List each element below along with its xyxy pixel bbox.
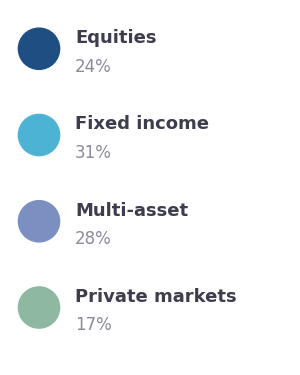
Ellipse shape (18, 201, 60, 242)
Text: 28%: 28% (75, 230, 112, 248)
Ellipse shape (18, 287, 60, 328)
Text: Private markets: Private markets (75, 288, 237, 306)
Text: Fixed income: Fixed income (75, 116, 209, 134)
Text: 17%: 17% (75, 316, 112, 334)
Text: 31%: 31% (75, 144, 112, 162)
Text: Equities: Equities (75, 29, 157, 47)
Ellipse shape (18, 28, 60, 69)
Text: 24%: 24% (75, 58, 112, 76)
Ellipse shape (18, 114, 60, 156)
Text: Multi-asset: Multi-asset (75, 202, 188, 220)
